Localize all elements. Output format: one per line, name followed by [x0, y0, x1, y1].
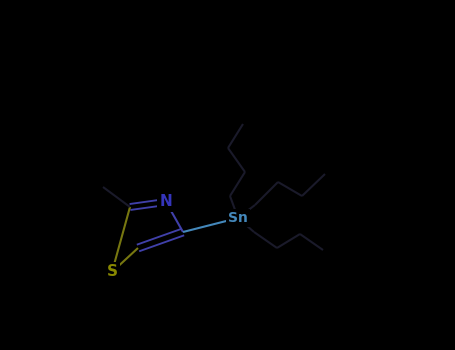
Text: Sn: Sn [228, 211, 248, 225]
Text: N: N [160, 195, 172, 210]
Text: S: S [106, 265, 117, 280]
